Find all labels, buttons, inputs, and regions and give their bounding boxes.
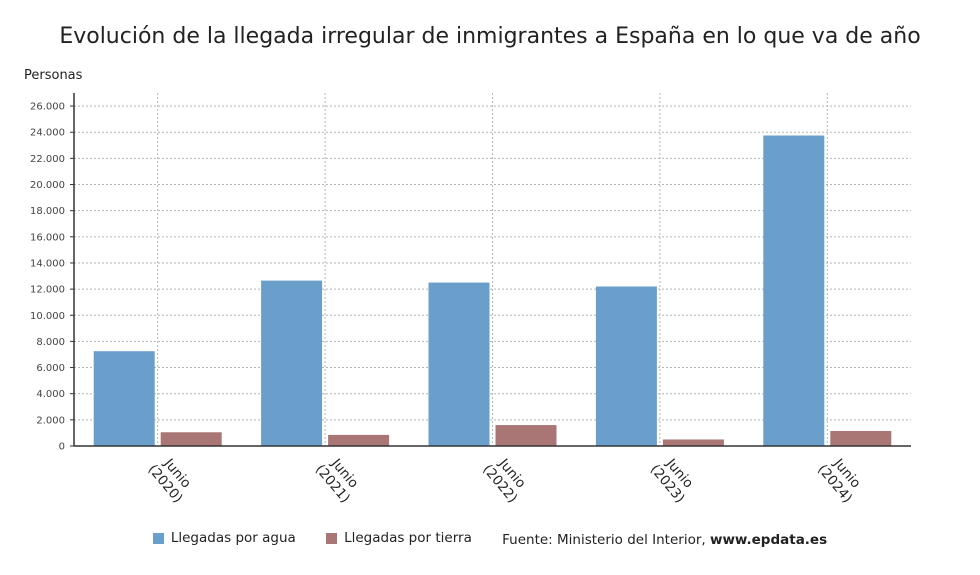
y-tick-label: 8.000 <box>36 337 65 348</box>
x-tick-label: Junio(2020) <box>145 451 198 506</box>
bar-agua[interactable] <box>261 280 323 446</box>
x-tick-label: Junio(2021) <box>312 451 365 506</box>
source-note: Fuente: Ministerio del Interior, www.epd… <box>502 532 827 548</box>
y-tick-label: 2.000 <box>36 415 65 426</box>
bar-tierra[interactable] <box>328 434 390 446</box>
chart-title: Evolución de la llegada irregular de inm… <box>59 24 921 49</box>
bar-tierra[interactable] <box>662 439 724 446</box>
chart-plot: 0 2.000 4.000 6.000 8.000 10.000 12.000 14.000 1… <box>30 93 911 506</box>
legend-label-tierra: Llegadas por tierra <box>344 530 472 546</box>
legend-swatch-tierra <box>326 532 338 544</box>
y-tick-label: 14.000 <box>30 258 65 269</box>
x-tick-label: Junio(2024) <box>814 451 867 506</box>
y-tick-labels: 0 2.000 4.000 6.000 8.000 10.000 12.000 14.000 1… <box>30 102 74 453</box>
legend-item-agua[interactable]: Llegadas por agua <box>152 530 296 546</box>
bar-tierra[interactable] <box>830 430 892 446</box>
y-tick-label: 24.000 <box>30 128 65 139</box>
y-tick-label: 18.000 <box>30 206 65 217</box>
legend-swatch-agua <box>152 532 164 544</box>
y-axis-label: Personas <box>24 68 83 83</box>
x-tick-label: Junio(2022) <box>479 451 532 506</box>
y-tick-label: 16.000 <box>30 232 65 243</box>
bars <box>93 135 892 447</box>
y-tick-label: 20.000 <box>30 180 65 191</box>
x-tick-label: Junio(2023) <box>647 451 700 506</box>
y-tick-label: 0 <box>59 442 65 453</box>
bar-agua[interactable] <box>763 135 825 447</box>
y-tick-label: 4.000 <box>36 389 65 400</box>
y-tick-label: 26.000 <box>30 102 65 113</box>
y-tick-label: 10.000 <box>30 311 65 322</box>
bar-agua[interactable] <box>595 286 657 446</box>
legend-item-tierra[interactable]: Llegadas por tierra <box>326 530 472 546</box>
y-tick-label: 12.000 <box>30 285 65 296</box>
bar-tierra[interactable] <box>160 432 222 446</box>
bar-tierra[interactable] <box>495 425 557 446</box>
y-tick-label: 6.000 <box>36 363 65 374</box>
legend-label-agua: Llegadas por agua <box>170 530 296 546</box>
y-tick-label: 22.000 <box>30 154 65 165</box>
source-text: Fuente: Ministerio del Interior, <box>502 531 710 548</box>
legend: Llegadas por agua Llegadas por tierra Fu… <box>0 530 980 548</box>
x-tick-labels: Junio(2020) Junio(2021) Junio(2022) Junio(2… <box>145 451 867 506</box>
bar-agua[interactable] <box>93 351 155 446</box>
bar-agua[interactable] <box>428 282 490 446</box>
source-link[interactable]: www.epdata.es <box>709 531 828 548</box>
